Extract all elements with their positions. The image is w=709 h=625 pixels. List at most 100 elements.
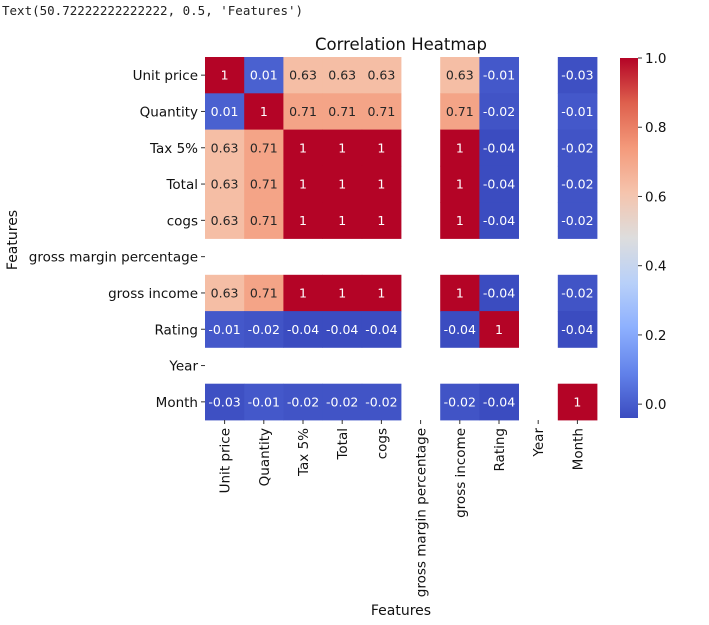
x-tick-label: gross margin percentage xyxy=(414,428,430,597)
heatmap-cell-labels: 1 0.01 0.63 0.63 0.63 0.63 -0.01 -0.03 0.01 1 0.71… xyxy=(208,68,593,410)
heatmap-cell xyxy=(205,311,245,348)
heatmap-cell-label: 0.71 xyxy=(367,104,395,119)
heatmap-cell-label: -0.02 xyxy=(326,394,358,409)
heatmap-cell xyxy=(322,311,363,348)
heatmap-cell-label: 1 xyxy=(260,104,268,119)
heatmap-cell xyxy=(440,165,480,203)
heatmap-cell-label: 1 xyxy=(338,140,346,155)
heatmap-cell-label: 1 xyxy=(338,177,346,192)
heatmap-cell xyxy=(361,202,402,239)
heatmap-cell-label: 0.63 xyxy=(211,213,239,228)
heatmap-cell xyxy=(440,274,480,312)
heatmap-cell xyxy=(283,165,323,203)
heatmap-cell-label: 1 xyxy=(377,140,385,155)
heatmap-cell xyxy=(557,311,598,348)
heatmap-cell xyxy=(479,202,519,239)
heatmap-cell xyxy=(361,383,402,421)
heatmap-cell-label: -0.02 xyxy=(561,285,593,300)
heatmap-cell-label: 1 xyxy=(456,213,464,228)
heatmap-cell xyxy=(440,311,480,348)
heatmap-cell xyxy=(283,57,323,94)
y-tick-label: gross margin percentage xyxy=(29,250,198,266)
x-tick-label: Unit price xyxy=(218,428,234,493)
heatmap-cell-label: 1 xyxy=(377,177,385,192)
heatmap-cell xyxy=(244,311,284,348)
heatmap-cell xyxy=(440,93,480,130)
x-axis-label: Features xyxy=(371,603,431,619)
heatmap-cell xyxy=(244,274,284,312)
heatmap-cell-label: -0.04 xyxy=(365,322,397,337)
y-tick-label: Unit price xyxy=(133,68,198,84)
heatmap-cell-label: -0.02 xyxy=(561,177,593,192)
heatmap-cell-label: -0.03 xyxy=(208,394,240,409)
heatmap-cell-label: -0.04 xyxy=(483,140,515,155)
heatmap-cell-label: -0.04 xyxy=(483,177,515,192)
heatmap-cell-label: 1 xyxy=(299,177,307,192)
heatmap-cell xyxy=(479,57,519,94)
heatmap-cell-label: -0.02 xyxy=(287,394,319,409)
colorbar-tick-label: 0.4 xyxy=(645,259,666,275)
heatmap-cell xyxy=(244,383,284,421)
cell-output-text: Text(50.72222222222222, 0.5, 'Features') xyxy=(2,3,304,18)
heatmap-cell-label: -0.01 xyxy=(208,322,240,337)
heatmap-cell xyxy=(205,93,245,130)
heatmap-cell-label: 0.63 xyxy=(289,68,317,83)
heatmap-cell xyxy=(557,274,598,312)
heatmap-cell-label: 0.71 xyxy=(328,104,356,119)
heatmap-cell xyxy=(283,202,323,239)
heatmap-cell xyxy=(479,93,519,130)
y-tick-label: Total xyxy=(165,177,198,193)
heatmap-cell xyxy=(322,383,363,421)
heatmap-cell-label: -0.01 xyxy=(483,68,515,83)
heatmap-cell xyxy=(322,129,363,167)
heatmap-cell-label: -0.04 xyxy=(287,322,319,337)
heatmap-cell xyxy=(479,383,519,421)
heatmap-cell xyxy=(557,383,598,421)
heatmap-cell xyxy=(440,57,480,94)
heatmap-cell-label: -0.04 xyxy=(483,213,515,228)
heatmap-cell xyxy=(283,93,323,130)
heatmap-cell-label: 1 xyxy=(338,285,346,300)
heatmap-cell-label: 1 xyxy=(456,177,464,192)
y-axis-ticks: Unit price Quantity Tax 5% Total cogs gross m… xyxy=(29,68,205,411)
x-tick-label: Year xyxy=(531,428,547,458)
heatmap-cell-label: 0.63 xyxy=(446,68,474,83)
heatmap-cell xyxy=(244,129,284,167)
heatmap-cell xyxy=(205,129,245,167)
heatmap-cell-label: 0.63 xyxy=(367,68,395,83)
x-tick-label: Quantity xyxy=(257,428,273,486)
heatmap-cell xyxy=(479,274,519,312)
heatmap-cell xyxy=(283,274,323,312)
heatmap-cell-label: 1 xyxy=(495,322,503,337)
colorbar: 0.0 0.2 0.4 0.6 0.8 1.0 xyxy=(620,51,666,418)
x-tick-label: Month xyxy=(570,428,586,470)
heatmap-cell-label: 1 xyxy=(377,285,385,300)
heatmap-cell xyxy=(361,93,402,130)
heatmap-cell xyxy=(244,93,284,130)
heatmap-cell-label: 0.71 xyxy=(446,104,474,119)
heatmap-cell xyxy=(244,165,284,203)
heatmap-cell-label: -0.04 xyxy=(561,322,593,337)
heatmap-cell xyxy=(361,57,402,94)
colorbar-tick-label: 0.8 xyxy=(645,120,666,136)
heatmap-cell xyxy=(205,165,245,203)
heatmap-cell xyxy=(322,93,363,130)
colorbar-tick-label: 0.2 xyxy=(645,328,666,344)
heatmap-cell-label: 0.63 xyxy=(328,68,356,83)
heatmap-cells xyxy=(205,57,598,421)
colorbar-tick-label: 1.0 xyxy=(645,51,666,67)
heatmap-cell xyxy=(557,57,598,94)
heatmap-cell xyxy=(205,202,245,239)
heatmap-cell-label: 1 xyxy=(221,68,229,83)
colorbar-gradient xyxy=(620,58,638,418)
heatmap-cell-label: 0.63 xyxy=(211,285,239,300)
y-tick-label: Rating xyxy=(154,322,198,338)
heatmap-cell xyxy=(440,383,480,421)
heatmap-cell xyxy=(361,311,402,348)
heatmap-cell xyxy=(205,57,245,94)
y-tick-label: Year xyxy=(168,359,198,375)
heatmap-cell-label: 0.71 xyxy=(289,104,317,119)
heatmap-cell xyxy=(205,274,245,312)
heatmap-cell xyxy=(557,202,598,239)
chart-title: Correlation Heatmap xyxy=(315,35,487,54)
